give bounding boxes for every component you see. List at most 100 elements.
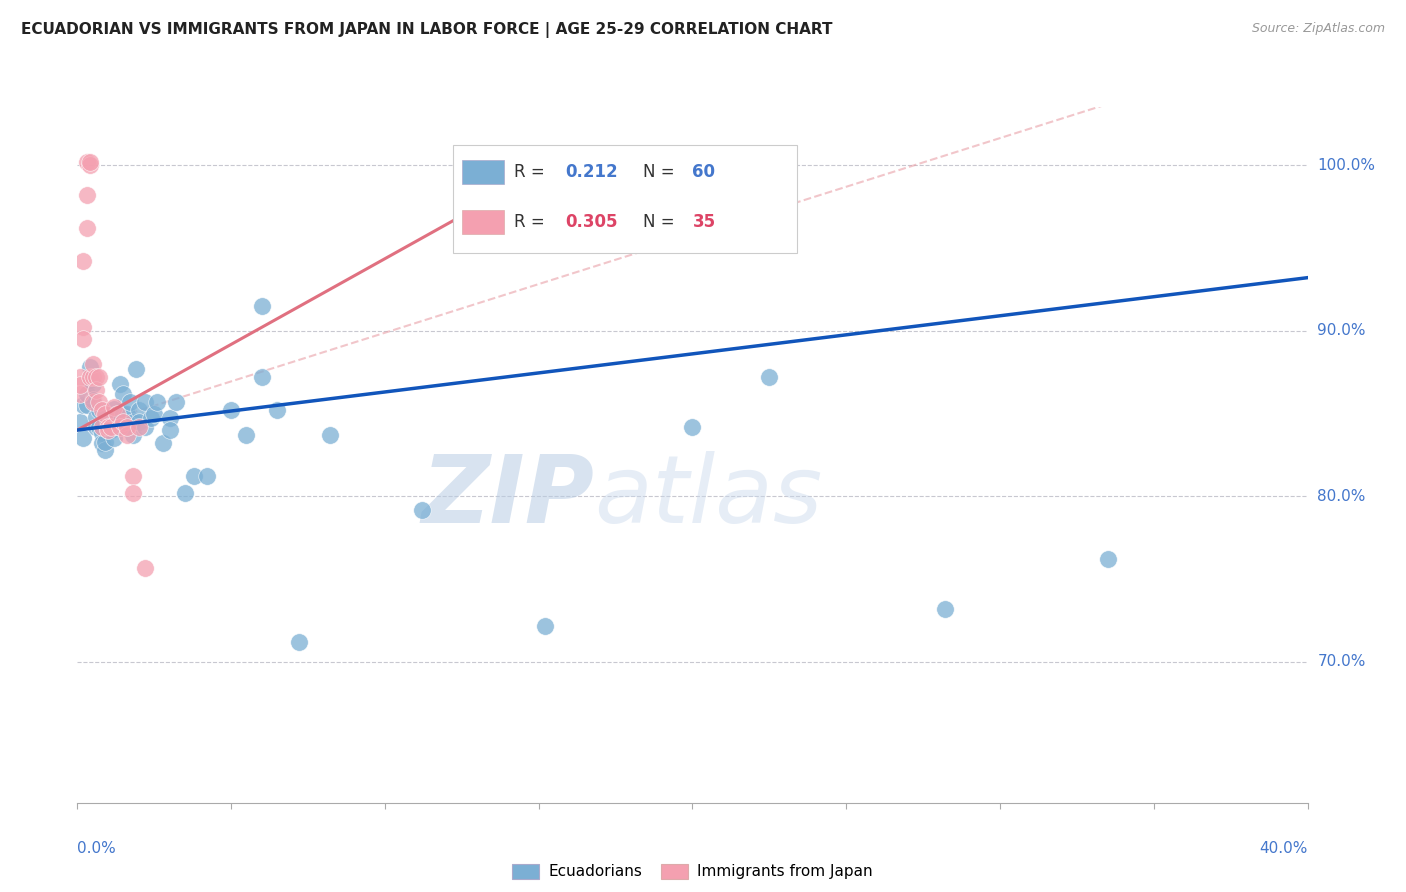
Point [128, 419, 150, 434]
Point [76, 386, 98, 401]
Point [72, 398, 94, 412]
Text: 40.0%: 40.0% [1260, 841, 1308, 856]
Point [76, 154, 98, 169]
Point [69, 386, 91, 401]
Point [97, 415, 120, 429]
Point [682, 419, 704, 434]
Text: 80.0%: 80.0% [1317, 489, 1365, 504]
Text: 90.0%: 90.0% [1317, 323, 1365, 338]
Point [103, 400, 125, 414]
Point [90, 403, 114, 417]
Point [146, 395, 169, 409]
Legend: Ecuadorians, Immigrants from Japan: Ecuadorians, Immigrants from Japan [506, 857, 879, 886]
Point [79, 360, 101, 375]
Point [125, 361, 148, 376]
Point [159, 411, 181, 425]
Point [165, 395, 187, 409]
Point [79, 370, 101, 384]
FancyBboxPatch shape [463, 210, 505, 234]
Text: N =: N = [644, 213, 681, 231]
Point [79, 158, 101, 172]
Point [97, 423, 120, 437]
Point [76, 398, 98, 412]
Text: 0.305: 0.305 [565, 213, 619, 231]
Point [69, 415, 91, 429]
Point [69, 378, 91, 392]
Point [87, 403, 110, 417]
Point [266, 403, 288, 417]
Point [94, 407, 117, 421]
Text: 35: 35 [693, 213, 716, 231]
Text: 60: 60 [693, 162, 716, 181]
Point [72, 332, 94, 346]
Point [100, 423, 122, 437]
Point [143, 407, 166, 421]
Point [90, 426, 114, 441]
Text: R =: R = [515, 213, 550, 231]
Point [235, 428, 257, 442]
Point [82, 395, 104, 409]
Point [76, 187, 98, 202]
Text: ZIP: ZIP [422, 450, 595, 542]
Point [112, 415, 135, 429]
Point [90, 419, 114, 434]
Point [934, 602, 956, 616]
Point [134, 419, 156, 434]
Point [288, 635, 311, 649]
Point [110, 419, 132, 434]
Point [82, 393, 104, 408]
Point [174, 486, 197, 500]
Point [115, 418, 138, 433]
Point [115, 419, 138, 434]
Text: N =: N = [644, 162, 681, 181]
Point [82, 357, 104, 371]
Point [110, 419, 132, 434]
Point [128, 403, 150, 417]
Text: 100.0%: 100.0% [1317, 158, 1375, 172]
Text: 0.212: 0.212 [565, 162, 619, 181]
Point [159, 423, 181, 437]
Point [90, 436, 114, 450]
Point [105, 407, 128, 421]
Point [250, 370, 273, 384]
Point [318, 428, 340, 442]
Point [110, 376, 132, 391]
Point [534, 618, 557, 632]
Point [84, 370, 107, 384]
Point [105, 409, 128, 424]
Point [72, 320, 94, 334]
Point [121, 415, 143, 429]
Point [134, 395, 156, 409]
Point [134, 560, 156, 574]
Text: 70.0%: 70.0% [1317, 655, 1365, 670]
Text: R =: R = [515, 162, 550, 181]
Point [183, 469, 205, 483]
Point [87, 419, 110, 434]
Point [121, 486, 143, 500]
Point [82, 370, 104, 384]
Point [112, 407, 135, 421]
Point [94, 442, 117, 457]
Point [97, 419, 120, 434]
Point [128, 415, 150, 429]
FancyBboxPatch shape [463, 160, 505, 184]
Point [84, 409, 107, 424]
Point [195, 469, 218, 483]
Point [1097, 552, 1119, 566]
Point [79, 154, 101, 169]
Text: atlas: atlas [595, 451, 823, 542]
Point [87, 395, 110, 409]
Text: 0.0%: 0.0% [77, 841, 117, 856]
Point [118, 395, 141, 409]
Point [72, 431, 94, 445]
Point [87, 370, 110, 384]
Point [82, 376, 104, 391]
Point [94, 434, 117, 449]
Point [79, 373, 101, 387]
Point [250, 299, 273, 313]
Point [84, 419, 107, 434]
Point [69, 370, 91, 384]
Point [152, 436, 174, 450]
Text: ECUADORIAN VS IMMIGRANTS FROM JAPAN IN LABOR FORCE | AGE 25-29 CORRELATION CHART: ECUADORIAN VS IMMIGRANTS FROM JAPAN IN L… [21, 22, 832, 38]
Text: Source: ZipAtlas.com: Source: ZipAtlas.com [1251, 22, 1385, 36]
